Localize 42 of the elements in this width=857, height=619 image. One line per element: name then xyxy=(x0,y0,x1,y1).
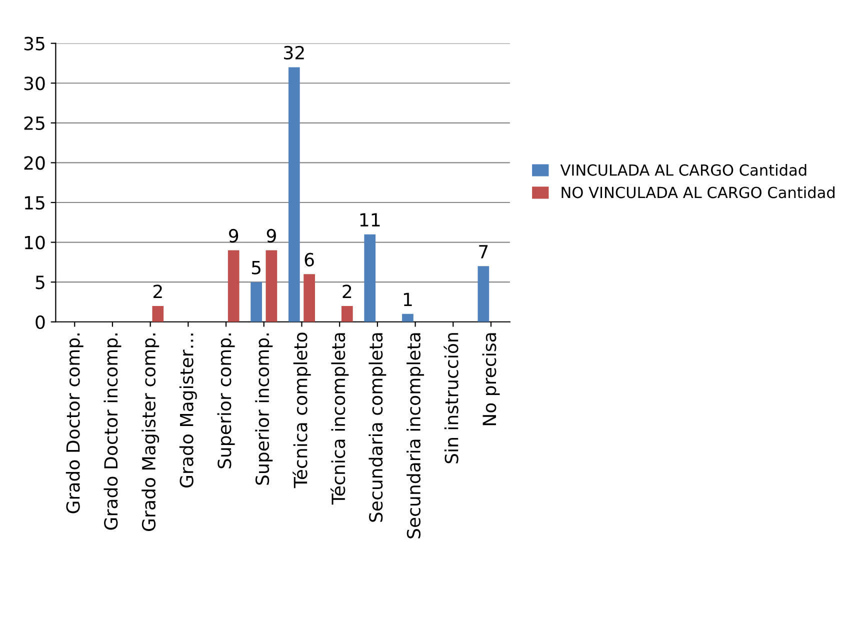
x-tick-label: Superior comp. xyxy=(217,334,235,468)
data-label: 5 xyxy=(252,261,260,274)
bar xyxy=(341,306,353,322)
legend-label: NO VINCULADA AL CARGO Cantidad xyxy=(562,186,834,198)
data-label: 7 xyxy=(479,245,488,258)
y-tick-label: 15 xyxy=(24,196,44,210)
y-tick-label: 10 xyxy=(24,236,45,250)
x-tick-label: Grado Doctor comp. xyxy=(66,334,84,514)
bar xyxy=(478,266,490,322)
y-tick-label: 5 xyxy=(36,276,44,290)
x-tick-label: Grado Magister comp. xyxy=(142,334,160,531)
y-tick-label: 35 xyxy=(24,36,44,50)
data-label: 32 xyxy=(284,46,304,60)
data-label: 2 xyxy=(153,284,162,298)
x-tick-label: Sin instrucción xyxy=(444,333,458,464)
bar xyxy=(364,234,376,322)
y-tick-label: 30 xyxy=(24,76,45,90)
y-tick-label: 25 xyxy=(24,116,44,130)
bar xyxy=(402,314,414,322)
bar xyxy=(304,274,315,322)
bar xyxy=(152,306,164,322)
data-label: 2 xyxy=(342,284,352,298)
y-tick-label: 20 xyxy=(24,156,45,170)
bar xyxy=(288,67,300,322)
data-label: 11 xyxy=(360,213,380,226)
data-label: 6 xyxy=(304,252,314,266)
x-tick-label: Secundaria incompleta xyxy=(406,333,424,538)
bar xyxy=(250,282,262,322)
data-label: 1 xyxy=(404,292,412,306)
legend-label: VINCULADA AL CARGO Cantidad xyxy=(560,164,806,176)
bar xyxy=(228,250,240,322)
bar xyxy=(266,250,278,322)
x-tick-label: Superior incomp. xyxy=(255,334,273,485)
x-tick-label: Grado Magister… xyxy=(179,334,197,488)
data-label: 9 xyxy=(266,228,276,243)
x-tick-label: Secundaria completa xyxy=(368,333,386,522)
x-tick-label: No precisa xyxy=(482,333,500,426)
y-tick-label: 0 xyxy=(36,315,45,329)
x-tick-label: Técnica incompleta xyxy=(330,333,349,505)
data-label: 9 xyxy=(228,228,238,243)
x-tick-label: Grado Doctor incomp. xyxy=(104,334,122,530)
x-tick-label: Técnica completo xyxy=(292,332,311,488)
